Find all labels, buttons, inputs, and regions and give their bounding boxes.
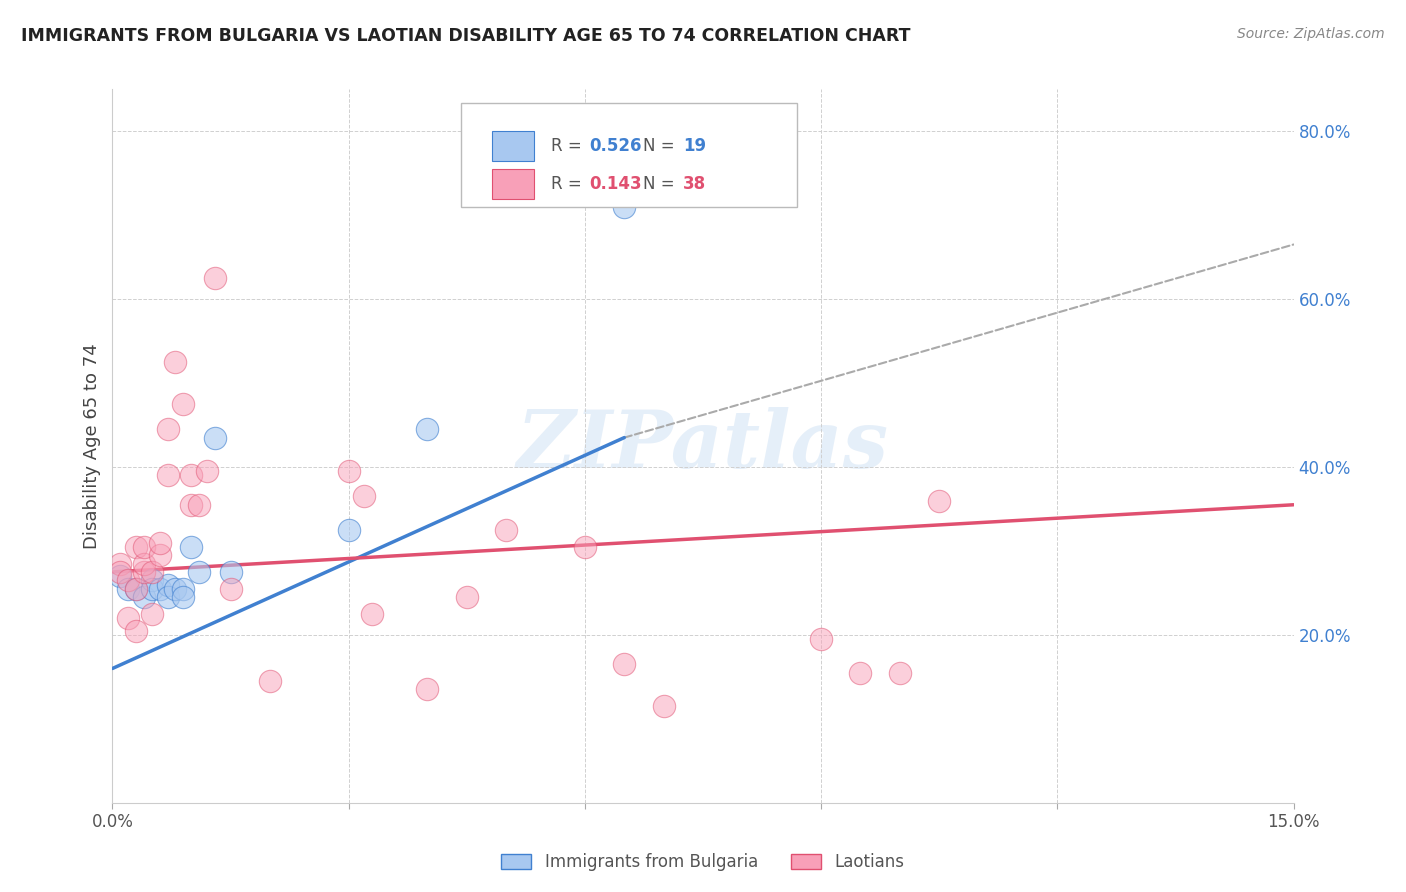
Point: [117, 582, 139, 596]
Point: [928, 493, 950, 508]
Point: [141, 574, 163, 588]
Point: [810, 632, 832, 646]
Point: [125, 624, 148, 638]
Text: N =: N =: [643, 137, 679, 155]
Point: [132, 557, 155, 571]
Point: [110, 565, 132, 579]
Point: [259, 674, 281, 689]
Point: [416, 682, 439, 697]
Point: [456, 590, 478, 604]
Text: 0.526: 0.526: [589, 137, 643, 155]
FancyBboxPatch shape: [492, 169, 534, 199]
Point: [416, 422, 439, 436]
Point: [125, 540, 148, 554]
Point: [110, 557, 132, 571]
Point: [195, 464, 218, 478]
FancyBboxPatch shape: [492, 131, 534, 161]
Point: [149, 535, 172, 549]
Y-axis label: Disability Age 65 to 74: Disability Age 65 to 74: [83, 343, 101, 549]
Point: [156, 468, 179, 483]
Point: [149, 582, 172, 596]
Point: [180, 468, 202, 483]
Point: [125, 582, 148, 596]
FancyBboxPatch shape: [461, 103, 797, 207]
Text: 0.143: 0.143: [589, 175, 643, 193]
Point: [172, 582, 194, 596]
Point: [204, 431, 226, 445]
Point: [125, 582, 148, 596]
Point: [613, 657, 636, 672]
Point: [156, 577, 179, 591]
Point: [889, 665, 911, 680]
Point: [117, 611, 139, 625]
Point: [204, 271, 226, 285]
Point: [337, 523, 360, 537]
Point: [117, 574, 139, 588]
Point: [165, 355, 187, 369]
Point: [141, 582, 163, 596]
Point: [132, 590, 155, 604]
Text: IMMIGRANTS FROM BULGARIA VS LAOTIAN DISABILITY AGE 65 TO 74 CORRELATION CHART: IMMIGRANTS FROM BULGARIA VS LAOTIAN DISA…: [21, 27, 911, 45]
Point: [149, 548, 172, 562]
Point: [337, 464, 360, 478]
Point: [495, 523, 517, 537]
Text: R =: R =: [551, 175, 586, 193]
Point: [132, 565, 155, 579]
Point: [574, 540, 596, 554]
Point: [652, 699, 675, 714]
Point: [165, 582, 187, 596]
Legend: Immigrants from Bulgaria, Laotians: Immigrants from Bulgaria, Laotians: [494, 845, 912, 880]
Text: 38: 38: [683, 175, 706, 193]
Point: [172, 397, 194, 411]
Point: [361, 607, 384, 621]
Point: [180, 498, 202, 512]
Point: [156, 590, 179, 604]
Point: [219, 565, 242, 579]
Text: Source: ZipAtlas.com: Source: ZipAtlas.com: [1237, 27, 1385, 41]
Point: [141, 565, 163, 579]
Point: [849, 665, 872, 680]
Point: [172, 590, 194, 604]
Point: [156, 422, 179, 436]
Text: ZIPatlas: ZIPatlas: [517, 408, 889, 484]
Point: [353, 489, 375, 503]
Text: R =: R =: [551, 137, 586, 155]
Text: N =: N =: [643, 175, 679, 193]
Point: [219, 582, 242, 596]
Text: 19: 19: [683, 137, 706, 155]
Point: [132, 540, 155, 554]
Point: [141, 607, 163, 621]
Point: [613, 200, 636, 214]
Point: [188, 565, 211, 579]
Point: [188, 498, 211, 512]
Point: [110, 569, 132, 583]
Point: [180, 540, 202, 554]
